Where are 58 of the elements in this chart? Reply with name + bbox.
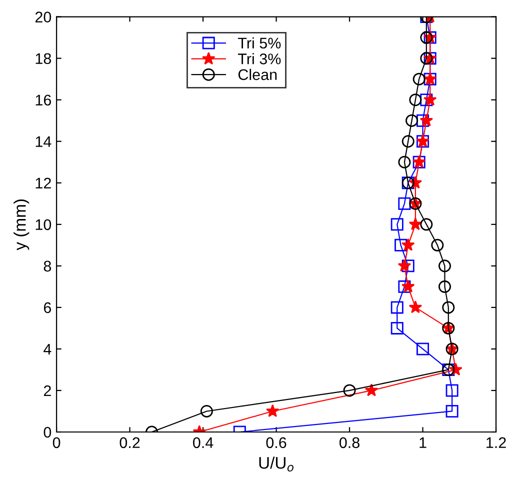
y-tick-label: 0 xyxy=(44,426,52,438)
legend-label: Clean xyxy=(238,68,277,80)
y-tick-label: 18 xyxy=(36,53,52,64)
point xyxy=(401,280,415,292)
point xyxy=(420,114,434,126)
point xyxy=(420,52,433,65)
point xyxy=(423,92,437,106)
y-tick-label: 14 xyxy=(36,136,52,147)
y-tick-label: 12 xyxy=(36,178,51,188)
point xyxy=(406,114,418,127)
point xyxy=(416,342,430,356)
point xyxy=(266,404,280,417)
y-tick-label: 16 xyxy=(36,94,52,106)
x-tick-label: 1.2 xyxy=(486,437,506,448)
point xyxy=(364,384,378,396)
x-tick-label: 0.8 xyxy=(340,437,360,448)
y-tick-label: 10 xyxy=(36,219,52,230)
legend-label: Tri 3% xyxy=(238,53,281,64)
point xyxy=(402,135,414,148)
point xyxy=(408,300,422,314)
point xyxy=(398,258,412,272)
point xyxy=(398,197,411,210)
point xyxy=(420,31,433,44)
x-axis-title: U/U$_{o}$ xyxy=(259,456,294,472)
y-tick-label: 6 xyxy=(44,302,52,314)
x-tick-label: 0.2 xyxy=(120,437,140,448)
point xyxy=(394,238,408,252)
y-tick-label: 2 xyxy=(44,385,51,396)
x-tick-label: 1 xyxy=(420,437,426,448)
point xyxy=(402,260,414,272)
y-tick-label: 20 xyxy=(35,12,52,22)
point xyxy=(438,260,451,272)
point xyxy=(401,238,415,251)
point xyxy=(409,94,422,106)
point xyxy=(343,384,356,397)
point xyxy=(390,218,404,231)
point xyxy=(398,156,411,168)
point xyxy=(398,280,411,293)
legend-label: Tri 5% xyxy=(238,37,281,49)
point xyxy=(442,301,455,314)
point xyxy=(408,217,422,230)
point xyxy=(390,322,404,334)
point xyxy=(438,280,451,293)
point xyxy=(200,404,213,418)
point xyxy=(390,301,404,314)
point xyxy=(412,72,426,86)
point xyxy=(416,114,430,127)
x-tick-label: 0 xyxy=(52,437,60,448)
point xyxy=(431,238,444,252)
y-tick-label: 8 xyxy=(44,260,52,272)
point xyxy=(446,384,458,397)
y-axis-title: y (mm) xyxy=(14,200,30,250)
point xyxy=(420,218,433,231)
y-tick-label: 4 xyxy=(44,344,52,354)
x-tick-label: 0.4 xyxy=(193,437,214,448)
point xyxy=(420,94,433,106)
point xyxy=(446,404,458,418)
x-tick-label: 0.6 xyxy=(266,437,286,448)
